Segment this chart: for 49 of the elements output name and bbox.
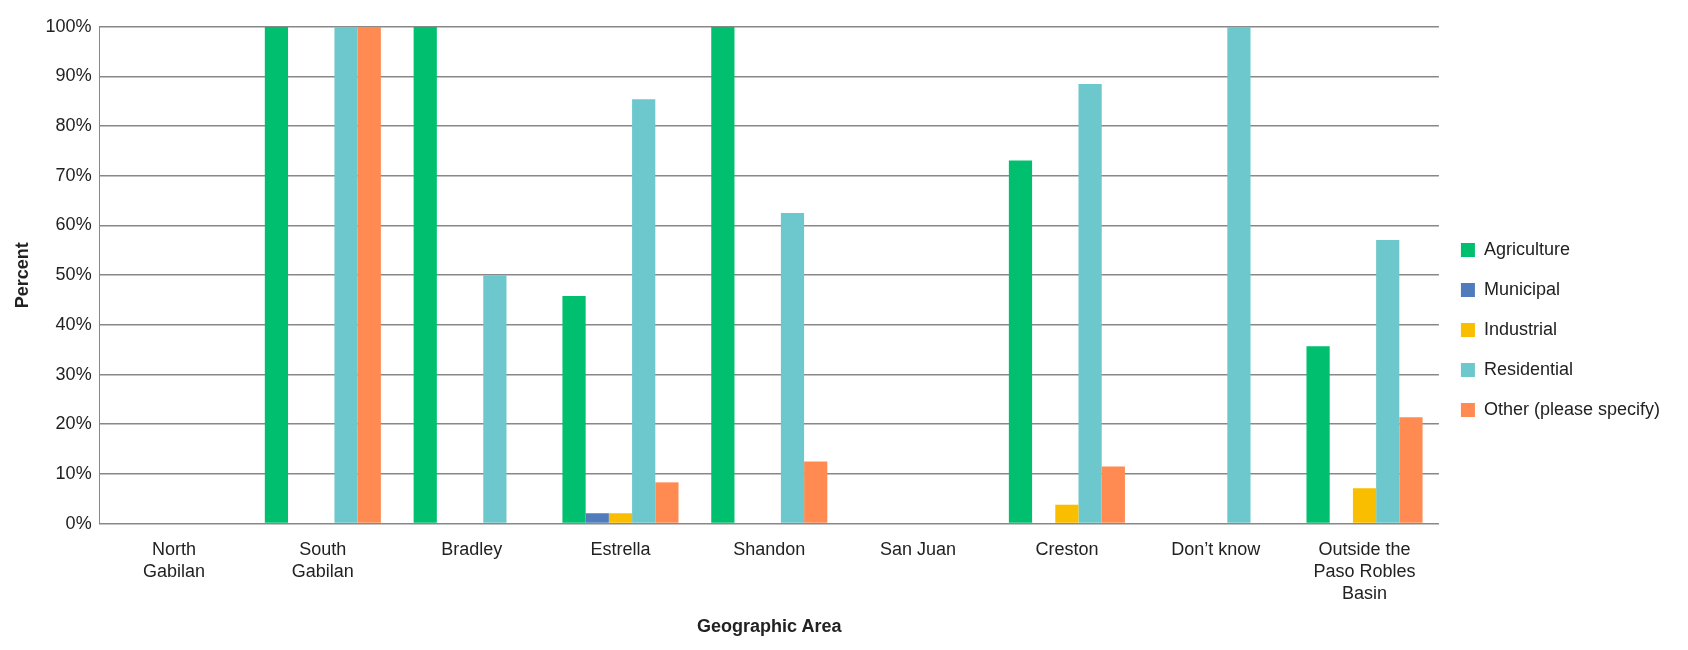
- x-tick-label: Creston: [1035, 539, 1099, 560]
- y-tick-label: 90%: [55, 65, 92, 86]
- y-tick-label: 80%: [55, 115, 92, 136]
- y-tick-label: 70%: [55, 164, 92, 185]
- bar: [1055, 504, 1079, 523]
- bar: [1078, 83, 1102, 523]
- y-tick-label: 10%: [55, 462, 92, 483]
- x-tick-label: San Juan: [880, 539, 957, 560]
- bar: [780, 213, 805, 523]
- bar: [608, 513, 633, 523]
- bar: [1399, 417, 1423, 523]
- legend-label: Industrial: [1483, 318, 1557, 339]
- y-tick-label: 60%: [55, 214, 92, 235]
- bar: [655, 482, 679, 523]
- bar: [264, 26, 289, 523]
- bar: [1101, 466, 1125, 523]
- x-tick-label: Estrella: [590, 539, 652, 560]
- y-tick-label: 40%: [55, 313, 92, 334]
- bar: [1306, 346, 1330, 523]
- x-tick-label: Bradley: [441, 539, 503, 560]
- bar: [1008, 160, 1033, 523]
- bar: [413, 26, 437, 523]
- x-tick-label: Don’t know: [1171, 539, 1262, 560]
- bar: [632, 99, 656, 523]
- bar: [711, 26, 735, 523]
- bar: [585, 513, 609, 523]
- y-tick-label: 20%: [55, 413, 92, 434]
- bar: [357, 26, 381, 523]
- x-tick-label: Outside the Paso Robles Basin: [1313, 539, 1416, 603]
- y-tick-label: 30%: [55, 363, 92, 384]
- y-tick-label: 50%: [55, 264, 92, 285]
- x-tick-label: Shandon: [733, 539, 806, 560]
- legend-label: Other (please specify): [1483, 398, 1661, 419]
- y-tick-label: 100%: [45, 15, 92, 36]
- y-axis-title: Percent: [11, 242, 32, 309]
- y-tick-label: 0%: [65, 512, 92, 533]
- legend-label: Residential: [1483, 358, 1573, 379]
- x-tick-label: South Gabilan: [291, 539, 354, 581]
- bar: [1352, 488, 1377, 523]
- bar: [483, 275, 507, 523]
- bar: [562, 296, 586, 523]
- bar: [1227, 26, 1251, 523]
- legend-label: Agriculture: [1483, 238, 1570, 259]
- x-tick-label: North Gabilan: [143, 539, 206, 581]
- x-axis-title: Geographic Area: [697, 616, 843, 637]
- bar: [334, 26, 358, 523]
- bar: [1376, 239, 1400, 523]
- legend-label: Municipal: [1483, 278, 1560, 299]
- bar: [804, 461, 828, 523]
